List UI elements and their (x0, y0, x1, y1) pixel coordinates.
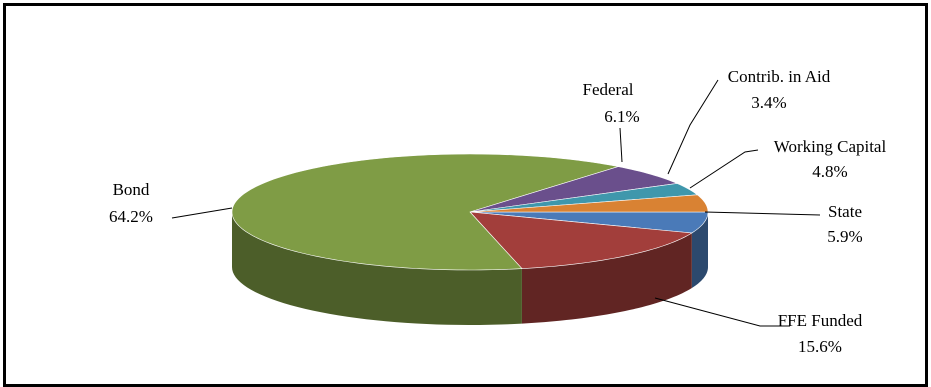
value-working-capital: 4.8% (812, 162, 847, 181)
value-contrib-in-aid: 3.4% (751, 93, 786, 112)
value-bond: 64.2% (109, 207, 153, 226)
leader-lines (171, 79, 821, 327)
label-federal: Federal (583, 80, 634, 99)
value-state: 5.9% (827, 227, 862, 246)
label-bond: Bond (113, 180, 150, 199)
pie-slice-state (469, 211, 709, 234)
leader-line-bond (171, 207, 233, 219)
label-working-capital: Working Capital (774, 137, 887, 156)
leader-line-ffe-funded (654, 297, 790, 327)
pie-slice-bond (231, 153, 619, 271)
pie-slice-working-capital (469, 194, 709, 213)
pie-side-ffe-funded (521, 233, 692, 324)
pie-tops (231, 153, 709, 271)
label-contrib-in-aid: Contrib. in Aid (728, 67, 831, 86)
value-ffe-funded: 15.6% (798, 337, 842, 356)
leader-line-state (704, 211, 821, 216)
pie-sides (232, 212, 708, 325)
pie-side-bond (232, 212, 522, 325)
pie-slice-federal (469, 166, 679, 213)
label-state: State (828, 202, 862, 221)
leader-line-contrib-in-aid (667, 79, 719, 175)
pie-slice-contrib-in-aid (469, 183, 699, 213)
label-ffe-funded: FFE Funded (778, 311, 863, 330)
leader-line-federal (619, 127, 623, 163)
leader-line-working-capital (689, 149, 759, 189)
value-federal: 6.1% (604, 107, 639, 126)
pie-slice-ffe-funded (469, 211, 693, 269)
pie-side-state (691, 212, 708, 289)
